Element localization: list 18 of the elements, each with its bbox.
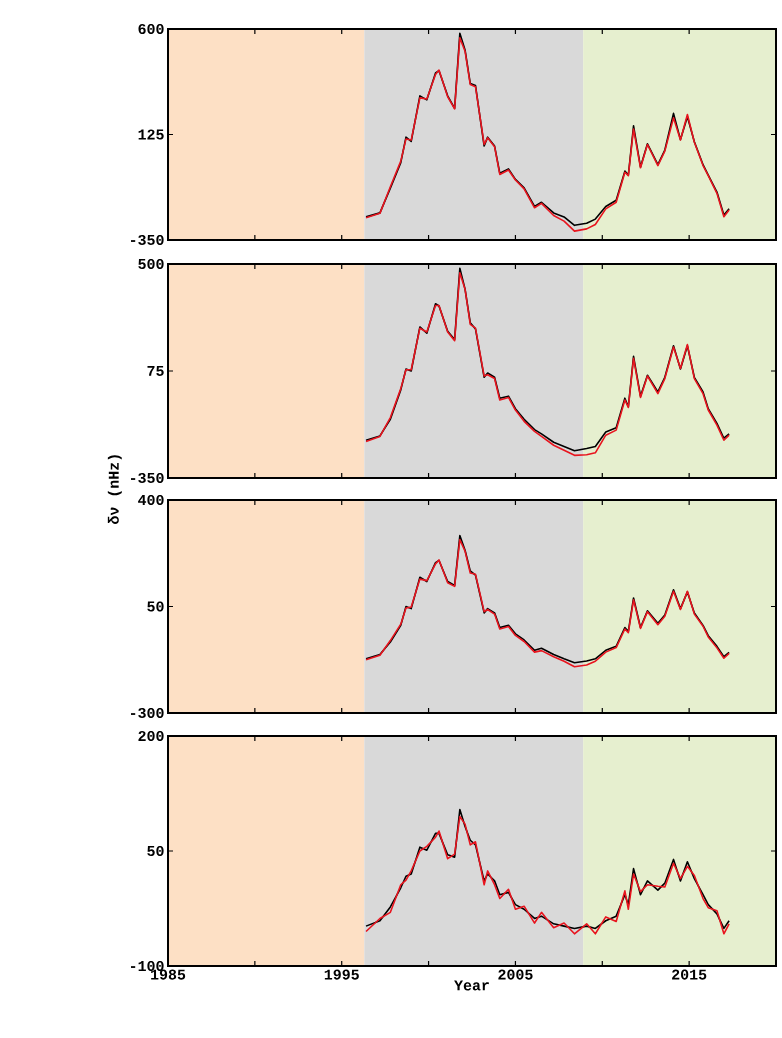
y-tick-label: 200 bbox=[138, 730, 164, 742]
x-tick-label: 1985 bbox=[151, 969, 186, 980]
y-tick-label: 50 bbox=[147, 845, 164, 857]
y-tick-label: -350 bbox=[130, 472, 164, 484]
y-tick-label: 400 bbox=[138, 494, 164, 506]
y-axis-title: δν (nHz) bbox=[107, 455, 122, 525]
y-tick-label: 125 bbox=[138, 129, 164, 140]
y-tick-label: -300 bbox=[130, 707, 164, 719]
y-tick-label: 50 bbox=[147, 601, 164, 612]
y-tick-label: 75 bbox=[147, 366, 164, 376]
x-tick-label: 2005 bbox=[498, 969, 533, 980]
x-axis-title: Year bbox=[454, 980, 489, 991]
x-tick-label: 1995 bbox=[324, 969, 359, 980]
y-tick-label: -100 bbox=[130, 960, 164, 972]
y-tick-label: -350 bbox=[130, 234, 164, 246]
y-tick-label: 500 bbox=[138, 258, 164, 270]
x-tick-label: 2015 bbox=[672, 969, 707, 980]
y-tick-label: 600 bbox=[138, 23, 164, 35]
